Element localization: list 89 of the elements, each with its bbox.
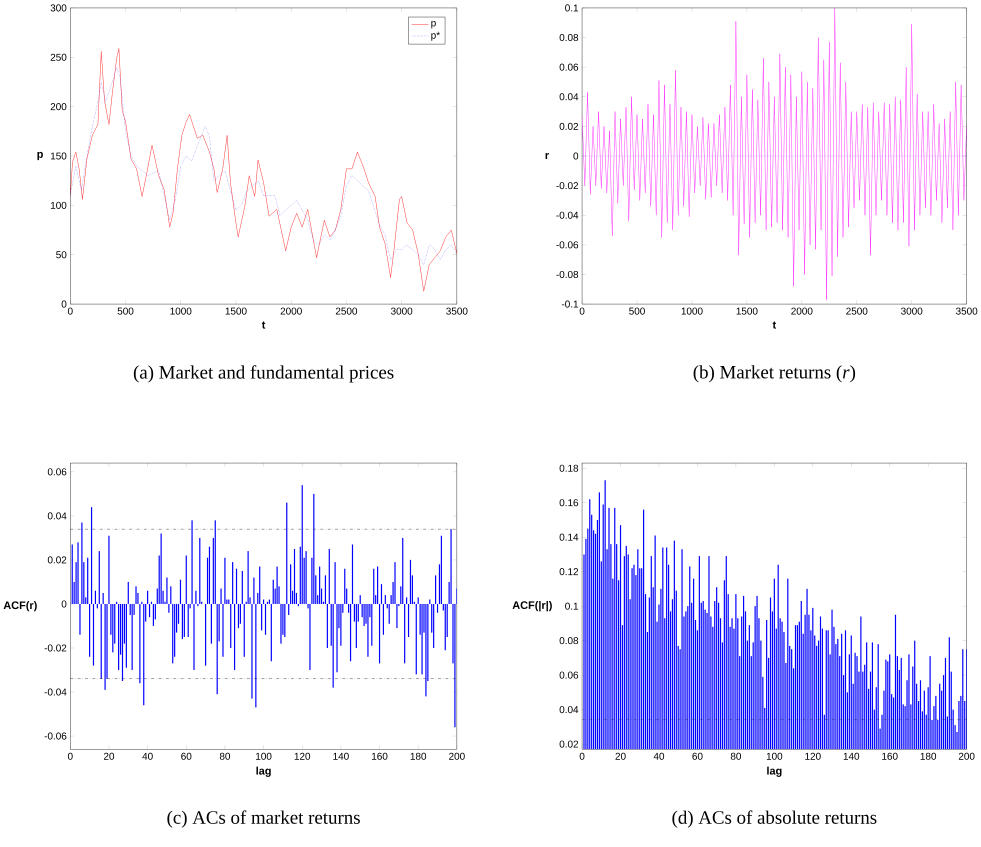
y-tick-label: -0.06: [556, 242, 578, 249]
x-tick-label: 20: [104, 752, 114, 760]
x-tick-label: 160: [372, 752, 388, 760]
x-tick-label: 3500: [446, 308, 468, 315]
y-tick-label: 0.12: [560, 568, 578, 576]
y-tick-label: 0: [62, 300, 66, 308]
x-tick-label: 200: [958, 752, 975, 760]
x-tick-label: 60: [692, 752, 703, 760]
y-axis-title: ACF(r): [4, 601, 37, 612]
x-tick-label: 40: [654, 752, 664, 760]
y-axis-title: r: [546, 153, 549, 160]
y-tick-label: 0.02: [560, 740, 578, 748]
x-tick-label: 160: [882, 752, 898, 760]
x-tick-label: 20: [615, 752, 626, 760]
y-tick-label: -0.04: [556, 212, 578, 219]
x-tick-label: 2000: [791, 308, 812, 315]
y-tick-label: 0.08: [560, 637, 578, 644]
x-tick-label: 80: [730, 752, 742, 760]
y-tick-label: 0.1: [565, 4, 578, 12]
x-tick-label: 2000: [280, 308, 302, 315]
y-tick-label: 250: [50, 54, 66, 61]
x-tick-label: 3000: [901, 308, 922, 315]
text: (c) ACs of market returns: [167, 810, 360, 828]
legend-label: p*: [431, 32, 440, 41]
x-tick-label: 0: [68, 308, 73, 315]
x-axis-title: lag: [256, 766, 271, 778]
y-tick-label: 0.06: [560, 64, 578, 71]
y-tick-label: -0.1: [562, 300, 578, 308]
line-series: [70, 67, 457, 265]
x-tick-label: 120: [294, 752, 310, 760]
y-tick-label: 300: [50, 4, 66, 12]
x-tick-label: 2500: [336, 308, 358, 315]
y-tick-label: -0.06: [44, 732, 66, 740]
y-tick-label: 0.04: [560, 706, 578, 714]
y-tick-label: 0.02: [560, 123, 578, 130]
x-tick-label: 40: [142, 752, 153, 760]
x-tick-label: 2500: [846, 308, 868, 315]
x-tick-label: 100: [766, 752, 782, 760]
x-tick-label: 1500: [226, 308, 247, 315]
x-tick-label: 140: [333, 752, 349, 760]
y-tick-label: 0.14: [560, 534, 578, 541]
x-tick-label: 1000: [682, 308, 703, 315]
x-tick-label: 100: [256, 752, 272, 760]
y-tick-label: -0.08: [556, 271, 578, 278]
x-tick-label: 200: [449, 752, 465, 760]
text: (a) Market and fundamental prices: [134, 365, 394, 383]
x-tick-label: 0: [68, 752, 73, 760]
x-tick-label: 1500: [736, 308, 758, 315]
x-tick-label: 500: [629, 308, 645, 315]
y-tick-label: 200: [50, 103, 66, 110]
legend-label: p: [431, 21, 436, 29]
x-tick-label: 60: [181, 752, 192, 760]
y-tick-label: -0.02: [44, 644, 66, 652]
y-tick-label: 0: [62, 600, 66, 608]
x-tick-label: 180: [920, 752, 936, 760]
x-axis-title: t: [772, 322, 776, 329]
y-tick-label: 150: [50, 152, 66, 160]
x-tick-label: 0: [580, 752, 584, 760]
line-series: [582, 8, 967, 300]
y-tick-label: -0.04: [44, 688, 66, 696]
x-axis-title: lag: [767, 766, 782, 778]
y-tick-label: 100: [50, 202, 66, 210]
y-tick-label: 0.1: [565, 602, 578, 610]
y-tick-label: -0.02: [556, 182, 578, 190]
x-tick-label: 3500: [956, 308, 978, 315]
y-tick-label: 0.04: [48, 512, 66, 520]
y-tick-label: 0: [573, 152, 578, 160]
y-tick-label: 0.06: [48, 468, 66, 476]
x-tick-label: 3000: [390, 308, 412, 315]
y-tick-label: 0.08: [560, 34, 578, 42]
x-tick-label: 500: [118, 308, 134, 315]
x-tick-label: 120: [805, 752, 821, 760]
x-axis-title: t: [262, 322, 266, 329]
x-tick-label: 180: [410, 752, 426, 760]
y-tick-label: 0.16: [560, 499, 578, 506]
y-tick-label: 0.18: [560, 464, 578, 472]
y-axis-title: p: [37, 152, 43, 160]
y-tick-label: 0.06: [560, 672, 578, 679]
line-series: [70, 48, 457, 292]
y-tick-label: 0.02: [48, 556, 66, 564]
text: (b) Market returns (r): [694, 365, 856, 383]
text: (d) ACs of absolute returns: [672, 810, 876, 828]
x-tick-label: 1000: [170, 308, 192, 315]
x-tick-label: 140: [844, 752, 860, 760]
x-tick-label: 80: [220, 752, 230, 760]
y-axis-title: ACF(|r|): [512, 601, 552, 612]
y-tick-label: 0.04: [560, 93, 578, 100]
x-tick-label: 0: [580, 308, 584, 315]
y-tick-label: 50: [56, 251, 66, 258]
